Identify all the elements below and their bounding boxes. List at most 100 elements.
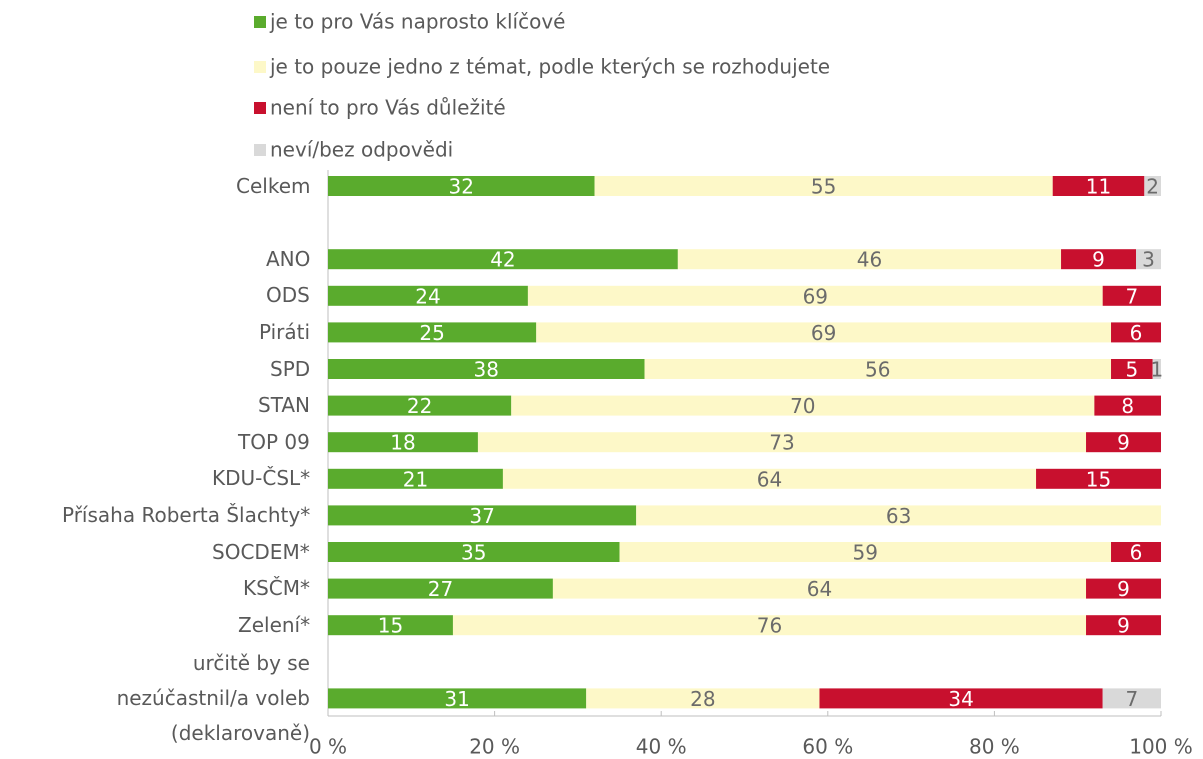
bar-segment <box>502 468 1037 489</box>
bar-segment <box>644 359 1112 379</box>
x-tick-label: 0 % <box>309 735 347 759</box>
bar-segment <box>536 322 1112 343</box>
value-label: 9 <box>1117 614 1130 638</box>
bar-segment <box>511 395 1095 416</box>
category-label: KSČM* <box>243 576 311 601</box>
x-tick-label: 80 % <box>969 735 1020 759</box>
bar-segment <box>328 578 553 599</box>
category-label: SPD <box>270 356 311 381</box>
category-label: KDU-ČSL* <box>212 466 311 491</box>
legend-label: je to pro Vás naprosto klíčové <box>269 10 565 34</box>
value-label: 63 <box>886 504 911 528</box>
bar-segment <box>1111 359 1153 379</box>
value-label: 6 <box>1130 321 1143 345</box>
bar-segment <box>328 615 453 636</box>
legend-swatch <box>254 144 266 156</box>
value-label: 46 <box>857 248 882 272</box>
legend-label: je to pouze jedno z témat, podle kterých… <box>269 55 830 79</box>
value-label: 31 <box>444 687 469 711</box>
x-tick-label: 20 % <box>469 735 520 759</box>
category-label: Přísaha Roberta Šlachty* <box>62 502 311 527</box>
value-label: 38 <box>474 358 499 382</box>
value-label: 59 <box>853 541 878 565</box>
category-label: Piráti <box>259 319 311 344</box>
bar-segment <box>677 249 1062 270</box>
category-label: Celkem <box>236 173 311 198</box>
category-label: Zelení* <box>238 612 311 637</box>
bar-segment <box>527 285 1103 306</box>
category-label: SOCDEM* <box>212 539 310 564</box>
bar-segment <box>328 505 637 526</box>
value-label: 18 <box>390 431 415 455</box>
bar-segment <box>819 688 1103 709</box>
value-label: 2 <box>1146 175 1159 199</box>
bar-segment <box>586 688 820 709</box>
bar-segment <box>328 688 587 709</box>
bar-segment <box>477 432 1087 453</box>
value-label: 7 <box>1125 687 1138 711</box>
bar-segment <box>328 322 537 343</box>
bar-segment <box>328 468 503 489</box>
bar-segment <box>328 359 645 379</box>
bar-segment <box>328 432 478 453</box>
value-label: 64 <box>757 467 782 491</box>
value-label: 76 <box>757 614 782 638</box>
value-label: 3 <box>1142 248 1155 272</box>
value-label: 69 <box>811 321 836 345</box>
bar-segment <box>1136 249 1161 270</box>
bar-segment <box>1102 285 1161 306</box>
value-label: 28 <box>690 687 715 711</box>
x-tick-label: 40 % <box>636 735 687 759</box>
value-label: 8 <box>1121 394 1134 418</box>
value-label: 21 <box>403 467 428 491</box>
bar-segment <box>1094 395 1161 416</box>
value-label: 9 <box>1092 248 1105 272</box>
bar-segment <box>328 395 512 416</box>
value-label: 9 <box>1117 577 1130 601</box>
value-label: 24 <box>415 284 440 308</box>
bar-segment <box>1036 468 1161 489</box>
bar-segment <box>1144 176 1161 196</box>
category-label: TOP 09 <box>238 429 310 454</box>
bar-segment <box>328 176 595 196</box>
bar-segment <box>1086 578 1161 599</box>
value-label: 5 <box>1125 358 1138 382</box>
bar-segment <box>1102 688 1161 709</box>
value-label: 73 <box>769 431 794 455</box>
value-label: 22 <box>407 394 432 418</box>
bar-segment <box>1086 432 1161 453</box>
category-label: určitě by se nezúčastnil/a voleb (deklar… <box>116 650 310 745</box>
bar-segment <box>1086 615 1161 636</box>
category-label: ODS <box>266 283 310 308</box>
bar-segment <box>328 249 678 270</box>
legend-swatch <box>254 16 266 28</box>
value-label: 55 <box>811 175 836 199</box>
value-label: 32 <box>449 175 474 199</box>
x-tick-label: 100 % <box>1129 735 1193 759</box>
bar-segment <box>328 542 620 562</box>
value-label: 11 <box>1086 175 1111 199</box>
category-label: ANO <box>266 246 311 271</box>
value-label: 70 <box>790 394 815 418</box>
legend-label: neví/bez odpovědi <box>270 138 453 162</box>
value-label: 42 <box>490 248 515 272</box>
bar-segment <box>552 578 1087 599</box>
value-label: 25 <box>419 321 444 345</box>
value-label: 1 <box>1150 358 1163 382</box>
x-tick-label: 60 % <box>802 735 853 759</box>
bar-segment <box>328 285 528 306</box>
value-label: 34 <box>948 687 973 711</box>
bar-segment <box>594 176 1053 196</box>
bar-segment <box>1152 359 1161 379</box>
value-label: 27 <box>428 577 453 601</box>
legend-swatch <box>254 61 266 73</box>
value-label: 69 <box>803 284 828 308</box>
bar-segment <box>452 615 1087 636</box>
value-label: 37 <box>469 504 494 528</box>
bar-segment <box>1111 542 1161 562</box>
legend-swatch <box>254 102 266 114</box>
value-label: 7 <box>1125 284 1138 308</box>
bar-segment <box>1111 322 1161 343</box>
value-label: 35 <box>461 541 486 565</box>
